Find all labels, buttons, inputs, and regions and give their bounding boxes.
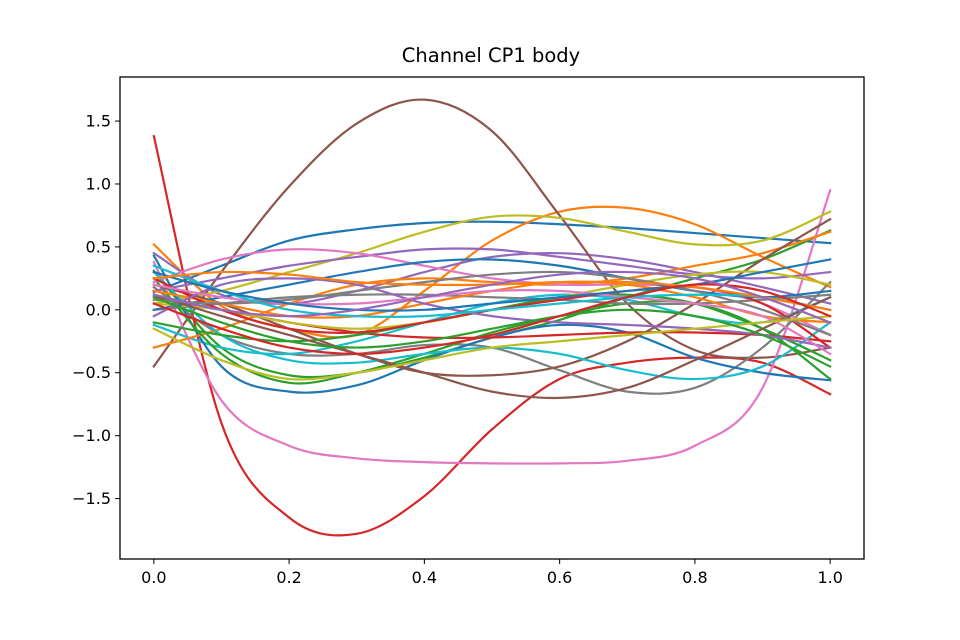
series-lines	[152, 98, 832, 537]
y-tick-label: 1.5	[86, 112, 111, 131]
series-line-7	[152, 188, 832, 465]
series-line-31	[152, 258, 832, 312]
series-line-29	[152, 314, 832, 381]
y-tick-label: 1.0	[86, 174, 111, 193]
x-tick-label: 0.8	[682, 568, 707, 587]
y-axis: −1.5 −1.0 −0.5 0.0 0.5 1.0 1.5	[72, 112, 120, 508]
series-line-30	[152, 264, 832, 318]
y-tick-label: −0.5	[72, 363, 111, 382]
x-tick-label: 0.4	[412, 568, 437, 587]
series-line-21	[152, 258, 832, 312]
x-tick-label: 0.2	[276, 568, 301, 587]
plot-area-frame	[119, 76, 865, 560]
chart-title: Channel CP1 body	[402, 44, 580, 67]
y-tick-label: −1.0	[72, 426, 111, 445]
series-line-26	[152, 293, 832, 400]
series-line-33	[152, 295, 832, 368]
series-line-13	[152, 276, 832, 385]
series-line-6	[152, 98, 832, 368]
x-axis: 0.0 0.2 0.4 0.6 0.8 1.0	[141, 559, 843, 587]
x-tick-label: 0.0	[141, 568, 166, 587]
y-tick-label: 0.5	[86, 237, 111, 256]
series-line-34	[152, 283, 832, 355]
series-line-12	[152, 230, 832, 349]
y-tick-label: 0.0	[86, 300, 111, 319]
series-line-35	[152, 270, 832, 324]
series-line-25	[152, 277, 832, 349]
series-line-15	[152, 247, 832, 293]
y-tick-label: −1.5	[72, 489, 111, 508]
series-line-1	[152, 220, 832, 294]
x-tick-label: 0.6	[547, 568, 572, 587]
x-tick-label: 1.0	[817, 568, 842, 587]
